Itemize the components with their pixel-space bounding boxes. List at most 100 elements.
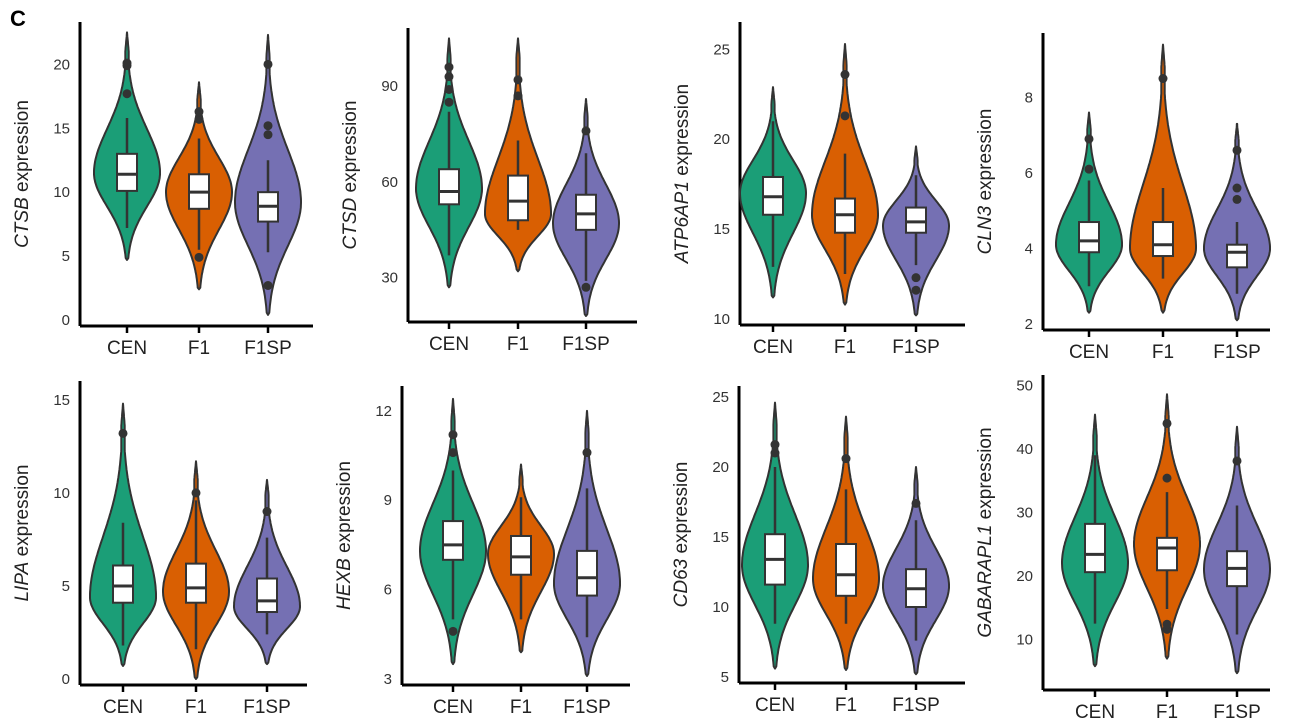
iqr-box [185,562,207,604]
outlier-point [448,430,458,440]
x-tick-label: CEN [429,334,469,355]
violin-group-f1: F1 [812,415,880,716]
x-tick-label: CEN [1069,342,1109,363]
y-tick-label: 90 [381,78,398,95]
iqr-box [1078,221,1100,254]
y-axis-label-suffix: expression [12,100,33,197]
violin-group-f1sp: F1SP [553,409,621,718]
x-tick-label: CEN [103,697,143,718]
outlier-point [1232,194,1242,204]
outlier-point [263,280,273,290]
violin-group-cen: CEN [1055,111,1123,363]
x-tick-label: CEN [433,697,473,718]
y-tick-label: 30 [1016,504,1033,521]
y-tick-label: 15 [53,392,70,409]
violin-group-cen: CEN [415,37,483,355]
outlier-point [448,448,458,458]
outlier-point [841,454,851,464]
y-axis-label-suffix: expression [340,101,361,198]
y-tick-label: 6 [384,582,392,599]
violin-group-f1sp: F1SP [1203,122,1271,363]
y-tick-label: 15 [713,221,730,238]
gene-name: CD63 [671,558,692,607]
outlier-point [1084,134,1094,144]
y-tick-label: 60 [381,174,398,191]
iqr-box [442,520,464,561]
outlier-point [581,282,591,292]
x-tick-label: F1SP [892,337,940,358]
violin-group-f1sp: F1SP [882,145,950,358]
y-axis-label: ATP6AP1 expression [672,84,693,264]
outlier-point [122,89,132,99]
y-tick-label: 30 [381,270,398,287]
violin-group-f1sp: F1SP [234,33,302,359]
y-tick-label: 40 [1016,441,1033,458]
violin-group-cen: CEN [89,402,157,718]
outlier-point [444,84,454,94]
x-tick-label: CEN [753,337,793,358]
outlier-point [263,121,273,131]
x-tick-label: F1 [835,695,857,716]
x-tick-label: F1SP [563,697,611,718]
y-tick-label: 20 [713,131,730,148]
outlier-point [581,126,591,136]
x-tick-label: F1SP [562,334,610,355]
gene-name: CLN3 [975,205,996,254]
iqr-box [905,206,927,234]
x-tick-label: F1 [834,337,856,358]
panel-cln3: 2 4 6 8 CLN3 expression CEN F1 F1SP [975,33,1271,363]
outlier-point [513,75,523,85]
x-tick-label: F1 [1152,342,1174,363]
outlier-point [194,107,204,117]
y-tick-label: 2 [1025,316,1033,333]
violin-group-cen: CEN [1061,413,1129,723]
iqr-box [1226,243,1248,269]
y-tick-label: 9 [384,492,392,509]
outlier-point [1162,418,1172,428]
y-tick-label: 0 [62,671,70,688]
violin-group-f1: F1 [811,43,879,358]
violin-group-cen: CEN [93,31,161,359]
iqr-box [1084,522,1106,574]
iqr-box [1156,536,1178,572]
y-tick-label: 5 [62,578,70,595]
x-tick-label: CEN [755,695,795,716]
violin-group-f1: F1 [484,37,552,355]
violin-group-cen: CEN [741,401,809,716]
x-tick-label: F1 [510,697,532,718]
x-tick-label: F1SP [1213,342,1261,363]
outlier-point [911,273,921,283]
y-tick-label: 0 [62,312,70,329]
outlier-point [770,440,780,450]
outlier-point [263,130,273,140]
y-axis-label-suffix: expression [975,109,996,206]
outlier-point [1158,74,1168,84]
y-tick-label: 20 [712,459,729,476]
violin-group-f1sp: F1SP [882,466,950,716]
outlier-point [840,111,850,121]
y-tick-label: 50 [1016,377,1033,394]
y-tick-label: 25 [712,389,729,406]
outlier-point [1232,183,1242,193]
y-axis-label: CTSB expression [12,100,33,248]
violin-group-f1: F1 [1129,43,1197,363]
panel-hexb: 3 6 9 12 HEXB expression CEN F1 F1SP [334,386,630,718]
iqr-box [438,168,460,206]
outlier-point [444,72,454,82]
violin-body [1129,43,1197,314]
y-tick-label: 10 [53,184,70,201]
y-axis-label-suffix: expression [12,465,33,562]
y-tick-label: 25 [713,41,730,58]
outlier-point [262,507,272,517]
y-tick-label: 4 [1025,240,1033,257]
y-axis-label-suffix: expression [334,461,355,558]
gene-name: HEXB [334,558,355,610]
panel-gabarapl1: 10 20 30 40 50 GABARAPL1 expression CEN F1 F1SP [975,375,1271,723]
gene-name: ATP6AP1 [672,181,693,264]
violin-group-f1sp: F1SP [233,478,301,718]
iqr-box [835,543,857,597]
gene-name: CTSB [12,197,33,248]
outlier-point [444,62,454,72]
iqr-box [112,564,134,604]
